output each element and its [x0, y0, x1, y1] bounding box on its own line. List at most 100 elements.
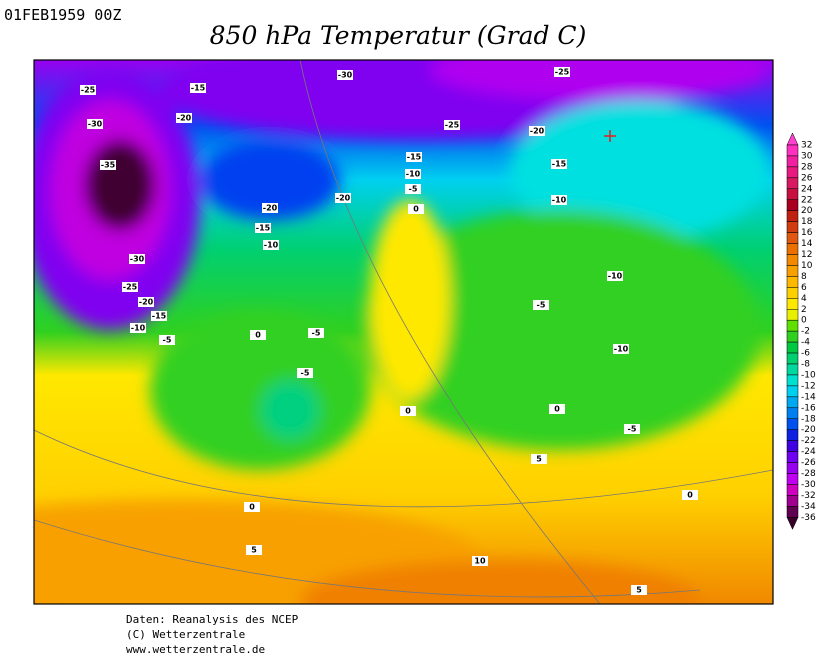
- contour-label-bg: [122, 282, 138, 292]
- colorbar-box: [786, 440, 799, 452]
- contour-label: -5: [628, 425, 637, 434]
- colorbar-box: [786, 374, 799, 387]
- colorbar-label: -16: [801, 403, 816, 413]
- contour-label-bg: [262, 203, 278, 213]
- map-title: 850 hPa Temperatur (Grad C): [210, 21, 587, 50]
- contour-label-bg: [335, 193, 351, 203]
- colorbar-box: [786, 287, 799, 299]
- colorbar-box: [786, 462, 799, 474]
- colorbar-label: 0: [801, 316, 807, 326]
- colorbar-label: -36: [801, 513, 816, 523]
- contour-label-bg: [151, 311, 167, 321]
- colorbar-box: [786, 144, 799, 157]
- contour-label: -15: [552, 160, 567, 169]
- colorbar-box: [786, 177, 799, 190]
- contour-label: -15: [191, 84, 206, 93]
- contour-label-bg: [472, 556, 488, 566]
- contour-label-bg: [682, 490, 698, 500]
- colorbar-box: [786, 188, 799, 201]
- colorbar-label: 18: [801, 217, 813, 227]
- contour-label-bg: [130, 323, 146, 333]
- colorbar-box: [786, 298, 799, 310]
- contour-label-bg: [80, 85, 96, 95]
- contour-label-bg: [263, 240, 279, 250]
- contour-label-bg: [624, 424, 640, 434]
- contour-label-bg: [255, 223, 271, 233]
- contour-label-bg: [297, 368, 313, 378]
- contour-label-bg: [190, 83, 206, 93]
- colorbar-label: 16: [801, 228, 813, 238]
- contour-label-bg: [405, 184, 421, 194]
- colorbar-label: -4: [801, 338, 810, 348]
- contour-label: -15: [152, 312, 167, 321]
- contour-label-bg: [129, 254, 145, 264]
- colorbar-box: [786, 254, 799, 266]
- contour-label: -5: [409, 185, 418, 194]
- map-frame: [33, 59, 774, 605]
- colorbar-label: 20: [801, 206, 813, 216]
- contour-label: -20: [139, 298, 154, 307]
- colorbar-label: 28: [801, 162, 813, 172]
- colorbar-label: -12: [801, 381, 816, 391]
- colorbar-label: 22: [801, 195, 812, 205]
- colorbar-box: [786, 319, 799, 332]
- colorbar-box: [786, 243, 799, 255]
- contour-label-bg: [551, 195, 567, 205]
- contour-label: 0: [413, 205, 419, 214]
- contour-label-bg: [244, 502, 260, 512]
- colorbar-label: -26: [801, 458, 816, 468]
- colorbar-box: [786, 210, 799, 222]
- colorbar-label: 24: [801, 184, 813, 194]
- contour-label: 0: [249, 503, 255, 512]
- contour-label: -10: [406, 170, 421, 179]
- contour-label: -5: [163, 336, 172, 345]
- contour-label-bg: [529, 126, 545, 136]
- colorbar-box: [786, 418, 799, 430]
- colorbar-box: [786, 276, 799, 288]
- colorbar-label: 8: [801, 272, 807, 282]
- colorbar-box: [786, 265, 799, 277]
- contour-label: 0: [554, 405, 560, 414]
- colorbar-box: [786, 341, 799, 354]
- colorbar-box: [786, 166, 799, 179]
- colorbar-box: [786, 199, 799, 211]
- colorbar-label: -20: [801, 425, 816, 435]
- contour-label: -30: [130, 255, 145, 264]
- contour-label: -10: [608, 272, 623, 281]
- colorbar-label: -14: [801, 392, 816, 402]
- contour-label-bg: [308, 328, 324, 338]
- contour-label-bg: [337, 70, 353, 80]
- contour-label: 0: [255, 331, 261, 340]
- contour-label: -20: [177, 114, 192, 123]
- colorbar-box: [786, 385, 799, 398]
- colorbar-box: [786, 232, 799, 244]
- colorbar-label: 12: [801, 250, 812, 260]
- contour-label: -25: [123, 283, 138, 292]
- colorbar-label: 4: [801, 294, 807, 304]
- contour-label: -5: [312, 329, 321, 338]
- contour-label-bg: [246, 545, 262, 555]
- contour-label-bg: [533, 300, 549, 310]
- contour-label-bg: [176, 113, 192, 123]
- colorbar-label: -6: [801, 349, 810, 359]
- contour-label: 5: [251, 546, 257, 555]
- contour-label-bg: [138, 297, 154, 307]
- contour-label-bg: [87, 119, 103, 129]
- contour-label: -25: [445, 121, 460, 130]
- contour-label: 10: [474, 557, 486, 566]
- contour-label-bg: [444, 120, 460, 130]
- colorbar-label: 2: [801, 305, 807, 315]
- contour-label-bg: [408, 204, 424, 214]
- contour-label: -20: [530, 127, 545, 136]
- contour-label-bg: [405, 169, 421, 179]
- contour-label: -20: [263, 204, 278, 213]
- colorbar-label: 30: [801, 151, 813, 161]
- contour-label-bg: [551, 159, 567, 169]
- colorbar-label: -10: [801, 370, 816, 380]
- colorbar-label: 26: [801, 173, 813, 183]
- contour-label-bg: [400, 406, 416, 416]
- contour-label: -5: [537, 301, 546, 310]
- contour-label: 0: [687, 491, 693, 500]
- contour-label: -25: [81, 86, 96, 95]
